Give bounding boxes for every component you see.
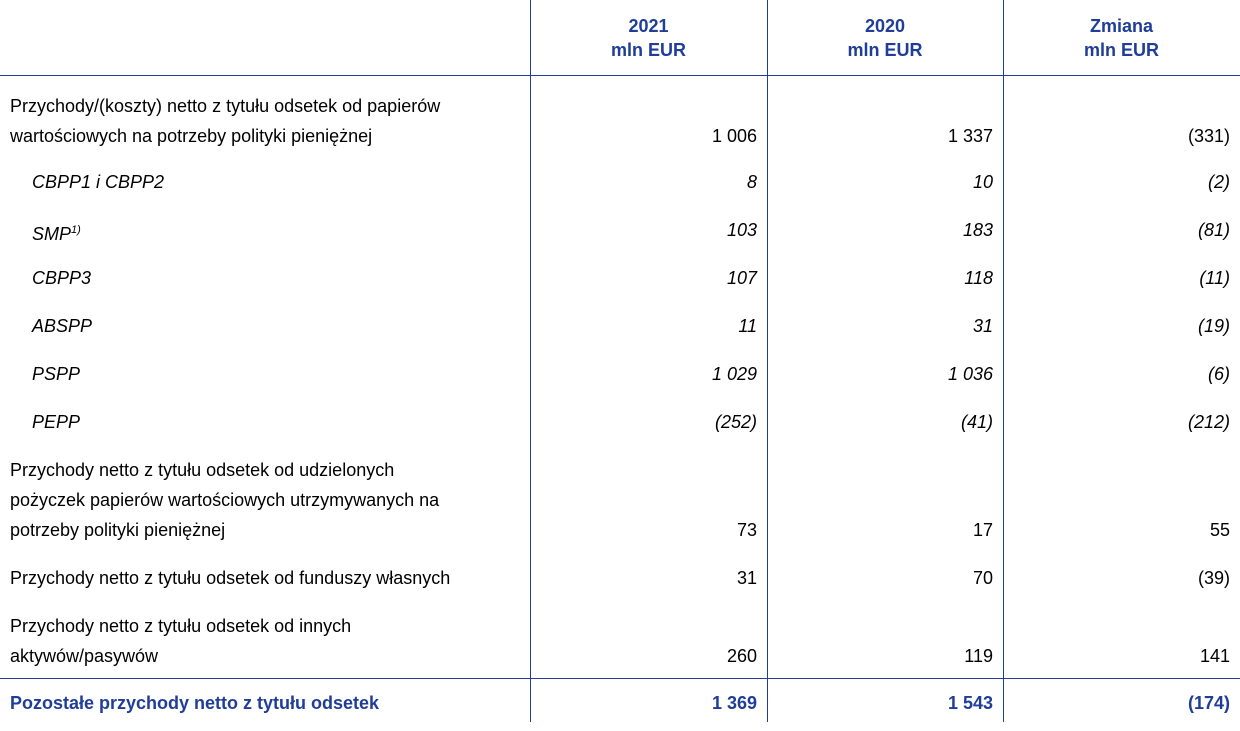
header-year: 2020	[864, 16, 906, 36]
total-rule	[0, 678, 1240, 679]
total-label: Pozostałe przychody netto z tytułu odset…	[10, 693, 380, 713]
footnote-mark: 1)	[71, 224, 81, 236]
label-text: PEPP	[32, 412, 81, 432]
value: 107	[726, 268, 757, 288]
value: 55	[1209, 520, 1230, 540]
column-header: 2021 mln EUR	[530, 14, 767, 62]
value: 1 543	[947, 693, 993, 713]
value: (2)	[1208, 172, 1230, 192]
label-text: SMP	[32, 224, 72, 244]
row-label: wartościowych na potrzeby polityki pieni…	[10, 126, 373, 146]
value: (39)	[1197, 568, 1230, 588]
row-label: aktywów/pasywów	[10, 646, 159, 666]
value: 103	[726, 220, 757, 240]
value: 183	[962, 220, 993, 240]
value: 10	[972, 172, 993, 192]
value: (81)	[1197, 220, 1230, 240]
sub-row-label: CBPP3	[32, 263, 91, 293]
header-unit: mln EUR	[1083, 40, 1159, 60]
value: 118	[964, 268, 993, 288]
value: 1 369	[711, 693, 757, 713]
value: 1 337	[947, 126, 993, 146]
value: 31	[736, 568, 757, 588]
sub-row-label: ABSPP	[32, 311, 92, 341]
sub-row-label: CBPP1 i CBPP2	[32, 167, 164, 197]
value: 119	[964, 646, 993, 666]
row-label: Przychody netto z tytułu odsetek od inny…	[10, 616, 352, 636]
sub-row-label: PSPP	[32, 359, 80, 389]
header-rule	[0, 75, 1240, 76]
row-label: Przychody netto z tytułu odsetek od fund…	[10, 568, 451, 588]
value: 31	[972, 316, 993, 336]
label-text: CBPP1 i CBPP2	[32, 172, 165, 192]
label-text: PSPP	[32, 364, 81, 384]
sub-row-label: SMP1)	[32, 215, 81, 249]
column-divider	[1003, 0, 1004, 722]
value: (252)	[714, 412, 757, 432]
value: 260	[726, 646, 757, 666]
header-unit: mln EUR	[610, 40, 686, 60]
value: 73	[736, 520, 757, 540]
value: (6)	[1208, 364, 1230, 384]
column-divider	[530, 0, 531, 722]
value: 1 036	[947, 364, 993, 384]
value: (19)	[1197, 316, 1230, 336]
row-label: pożyczek papierów wartościowych utrzymyw…	[10, 490, 440, 510]
label-text: CBPP3	[32, 268, 92, 288]
value: (212)	[1187, 412, 1230, 432]
column-divider	[767, 0, 768, 722]
value: 11	[738, 316, 757, 336]
value: 1 006	[711, 126, 757, 146]
value: 70	[972, 568, 993, 588]
sub-row-label: PEPP	[32, 407, 80, 437]
column-header: Zmiana mln EUR	[1003, 14, 1240, 62]
row-label: potrzeby polityki pieniężnej	[10, 520, 226, 540]
header-year: Zmiana	[1089, 16, 1154, 36]
label-text: ABSPP	[32, 316, 93, 336]
value: 8	[746, 172, 757, 192]
column-header: 2020 mln EUR	[767, 14, 1003, 62]
value: (174)	[1187, 693, 1230, 713]
value: (41)	[960, 412, 993, 432]
value: 17	[972, 520, 993, 540]
header-unit: mln EUR	[847, 40, 923, 60]
value: 1 029	[711, 364, 757, 384]
value: (331)	[1187, 126, 1230, 146]
value: (11)	[1199, 268, 1230, 288]
row-label: Przychody/(koszty) netto z tytułu odsete…	[10, 96, 441, 116]
header-year: 2021	[628, 16, 669, 36]
row-label: Przychody netto z tytułu odsetek od udzi…	[10, 460, 395, 480]
value: 141	[1199, 646, 1230, 666]
